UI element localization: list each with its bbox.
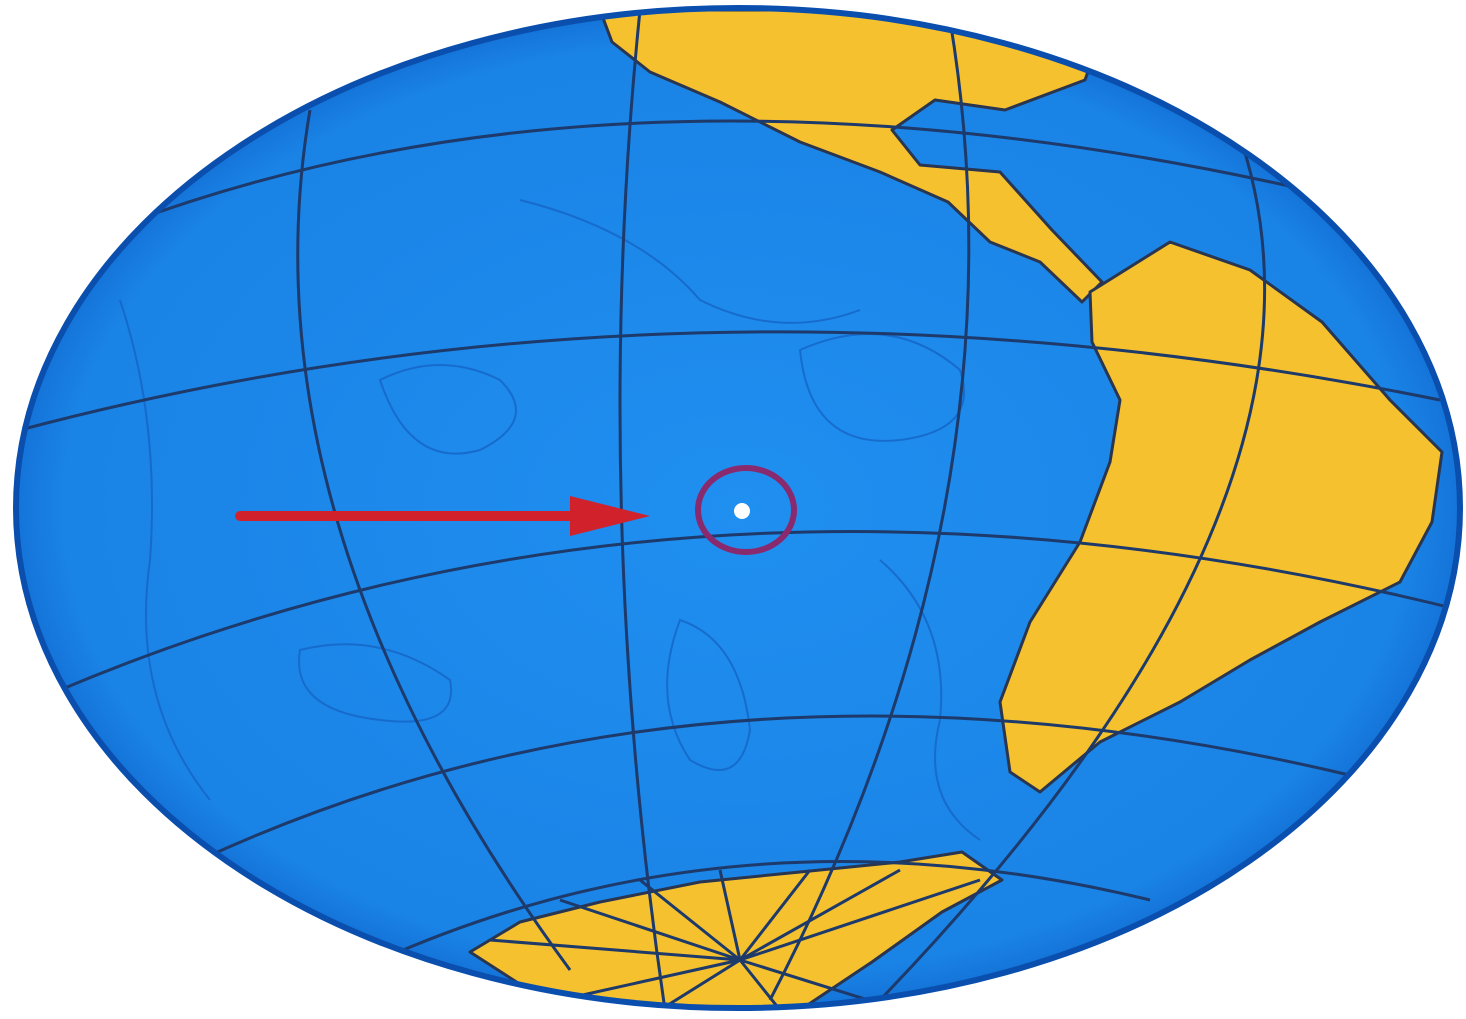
polar-meridians: [489, 868, 981, 1008]
contour: [378, 364, 517, 455]
parallel: [59, 530, 1460, 692]
parallel: [199, 714, 1371, 862]
pointer-arrow-head: [570, 496, 650, 536]
meridian: [878, 109, 1267, 1002]
meridian: [618, 9, 667, 1008]
meridian: [296, 109, 572, 971]
point-nemo: [734, 503, 750, 519]
globe-content: [19, 8, 1460, 1008]
graticule: [19, 9, 1460, 1008]
globe-outline: [13, 5, 1463, 1011]
location-circle: [695, 465, 797, 555]
contour: [879, 559, 981, 841]
contour: [519, 199, 861, 324]
parallel: [59, 119, 1351, 252]
contour: [298, 643, 453, 723]
antarctica: [468, 850, 1004, 1008]
contour: [119, 299, 211, 801]
contour: [666, 618, 752, 771]
parallel: [19, 330, 1441, 432]
ocean-contours: [119, 199, 981, 841]
parallel: [379, 860, 1151, 962]
meridian: [768, 19, 971, 1001]
